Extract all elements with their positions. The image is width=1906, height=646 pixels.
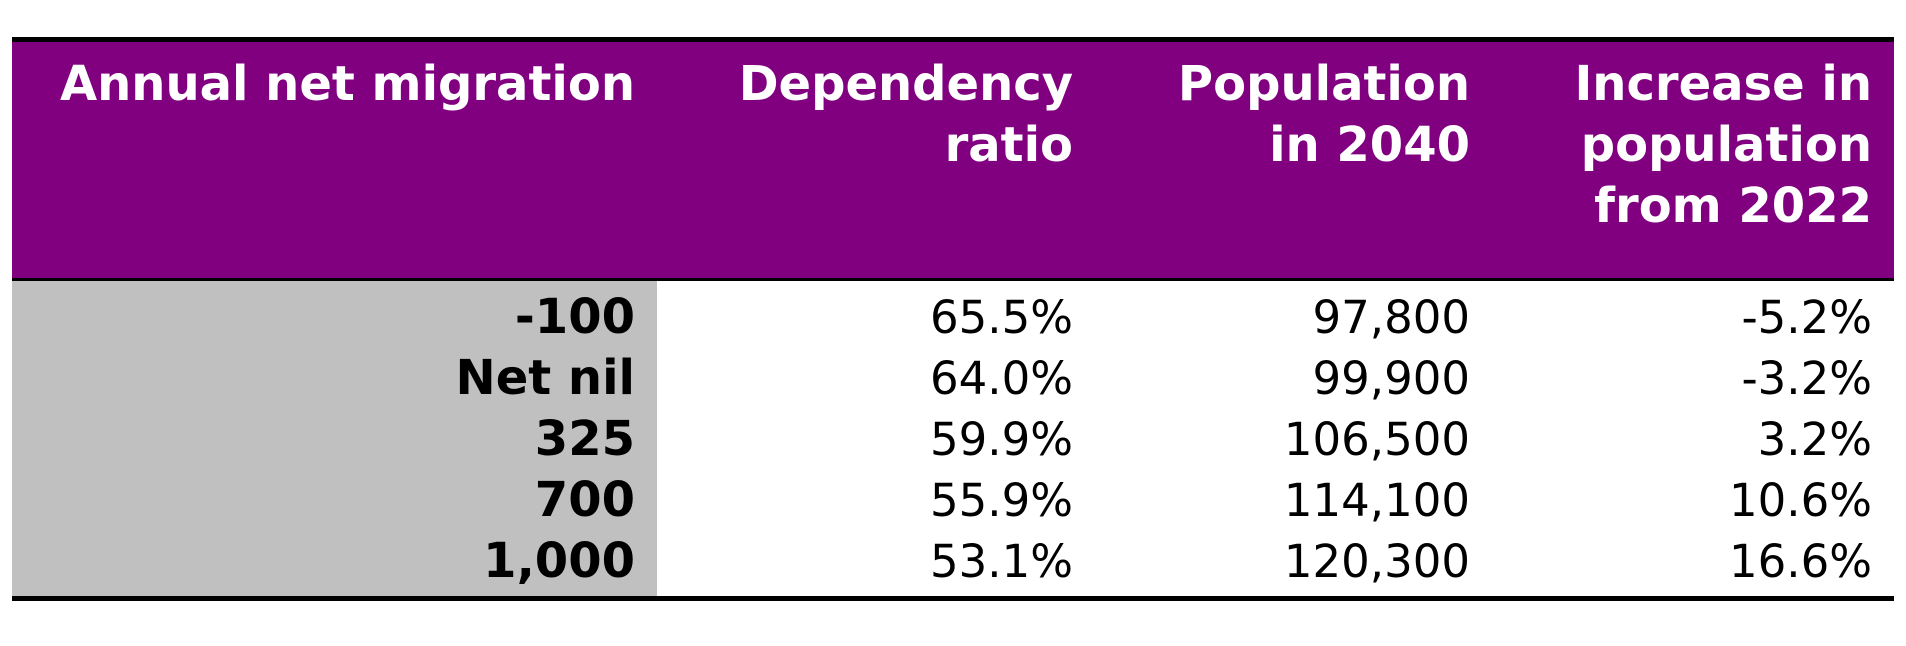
header-increase-from-2022: Increase in population from 2022 — [1494, 39, 1894, 281]
population-2040-cell: 106,500 — [1283, 413, 1470, 466]
table-row: 1,000 53.1% 120,300 16.6% — [12, 531, 1894, 599]
header-annual-net-migration: Annual net migration — [12, 39, 657, 281]
table-header: Annual net migration Dependency ratio Po… — [12, 39, 1894, 281]
header-dependency-ratio: Dependency ratio — [657, 39, 1097, 281]
table-body: -100 65.5% 97,800 -5.2% Net nil 64.0% 99… — [12, 279, 1894, 599]
increase-cell: -5.2% — [1741, 291, 1872, 344]
population-2040-cell: 97,800 — [1312, 291, 1470, 344]
dependency-ratio-cell: 64.0% — [930, 352, 1073, 405]
increase-cell: -3.2% — [1741, 352, 1872, 405]
table-row: 325 59.9% 106,500 3.2% — [12, 409, 1894, 470]
migration-cell: 700 — [12, 470, 657, 531]
table-row: 700 55.9% 114,100 10.6% — [12, 470, 1894, 531]
dependency-ratio-cell: 65.5% — [930, 291, 1073, 344]
migration-cell: 325 — [12, 409, 657, 470]
dependency-ratio-cell: 55.9% — [930, 474, 1073, 527]
dependency-ratio-cell: 53.1% — [930, 535, 1073, 588]
dependency-ratio-cell: 59.9% — [930, 413, 1073, 466]
table-row: Net nil 64.0% 99,900 -3.2% — [12, 348, 1894, 409]
population-2040-cell: 99,900 — [1312, 352, 1470, 405]
migration-cell: Net nil — [12, 348, 657, 409]
migration-cell: -100 — [12, 279, 657, 348]
increase-cell: 16.6% — [1729, 535, 1872, 588]
migration-scenarios-table: Annual net migration Dependency ratio Po… — [12, 37, 1894, 601]
population-2040-cell: 114,100 — [1283, 474, 1470, 527]
increase-cell: 10.6% — [1729, 474, 1872, 527]
population-2040-cell: 120,300 — [1283, 535, 1470, 588]
migration-cell: 1,000 — [12, 531, 657, 599]
table-row: -100 65.5% 97,800 -5.2% — [12, 279, 1894, 348]
header-population-2040: Population in 2040 — [1097, 39, 1494, 281]
increase-cell: 3.2% — [1757, 413, 1872, 466]
header-row: Annual net migration Dependency ratio Po… — [12, 39, 1894, 281]
